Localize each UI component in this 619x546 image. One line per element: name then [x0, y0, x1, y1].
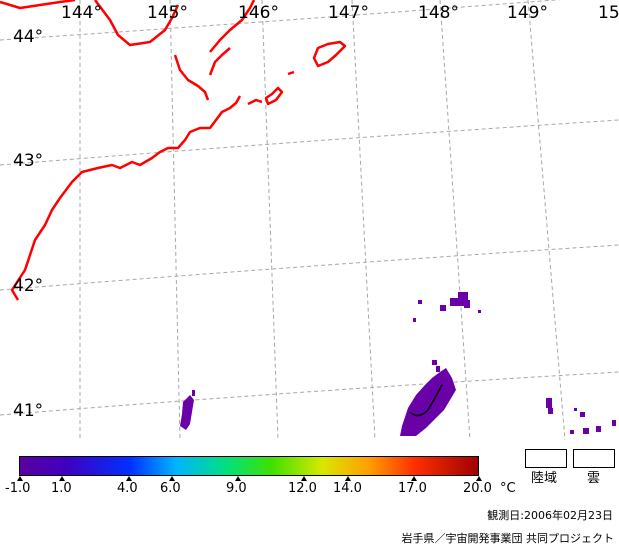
- colorbar-tick-label: -1.0: [5, 481, 31, 496]
- sst-pixels: [180, 292, 616, 436]
- iturup: [312, 40, 347, 68]
- cloud-legend-label: 雲: [587, 471, 601, 486]
- colorbar-tick-mark: [169, 476, 175, 481]
- colorbar-tick-mark: [411, 476, 417, 481]
- habomai-3: [287, 70, 295, 76]
- colorbar-tick-mark: [235, 476, 241, 481]
- lon-label-146: 146°: [238, 3, 279, 23]
- habomai-2: [264, 86, 284, 106]
- colorbar-tick-label: 9.0: [226, 481, 247, 496]
- colorbar-tick-label: 17.0: [398, 481, 427, 496]
- colorbar-tick-mark: [126, 476, 132, 481]
- colorbar-tick-label: 14.0: [333, 481, 362, 496]
- land-legend-swatch: [525, 449, 567, 468]
- colorbar-tick-label: 4.0: [117, 481, 138, 496]
- graticule-parallels: [0, 0, 619, 416]
- hokkaido-coast: [10, 95, 242, 301]
- coastline: [0, 0, 347, 301]
- sst-patch-central: [180, 395, 194, 430]
- colorbar-tick-mark: [301, 476, 307, 481]
- lon-label-149: 149°: [507, 3, 548, 23]
- sst-patch-east: [400, 368, 456, 436]
- colorbar-tick-mark: [17, 476, 23, 481]
- graticule-meridians: [79, 0, 566, 440]
- colorbar-tick-label: 1.0: [51, 481, 72, 496]
- colorbar-tick-mark: [345, 476, 351, 481]
- shiretoko-coast: [0, 0, 76, 10]
- colorbar-tick-mark: [476, 476, 482, 481]
- temperature-colorbar: [19, 456, 479, 476]
- lat-label-44: 44°: [13, 27, 44, 47]
- lat-label-42: 42°: [13, 276, 44, 296]
- lon-label-145: 145°: [147, 3, 188, 23]
- kunashiri-tip: [209, 0, 256, 53]
- lat-label-43: 43°: [13, 151, 44, 171]
- lat-label-41: 41°: [13, 401, 44, 421]
- lon-label-144: 144°: [61, 3, 102, 23]
- kunashiri: [173, 54, 210, 101]
- credit-text: 岩手県／宇宙開発事業団 共同プロジェクト: [401, 532, 615, 545]
- colorbar-tick-label: 20.0: [463, 481, 492, 496]
- lon-label-147: 147°: [328, 3, 369, 23]
- observation-date: 観測日:2006年02月23日: [487, 509, 613, 522]
- colorbar-tick-label: 6.0: [160, 481, 181, 496]
- lon-label-150: 15: [598, 3, 619, 23]
- colorbar-tick-mark: [59, 476, 65, 481]
- sst-map: [0, 0, 619, 440]
- colorbar-unit: °C: [500, 481, 516, 496]
- habomai-1: [247, 98, 263, 106]
- land-legend-label: 陸域: [531, 471, 558, 486]
- cloud-legend-swatch: [573, 449, 615, 468]
- colorbar-tick-label: 12.0: [288, 481, 317, 496]
- lon-label-148: 148°: [418, 3, 459, 23]
- nemuro-coast: [94, 0, 180, 47]
- kunashiri-arm: [208, 47, 231, 76]
- sst-contour: [409, 384, 443, 417]
